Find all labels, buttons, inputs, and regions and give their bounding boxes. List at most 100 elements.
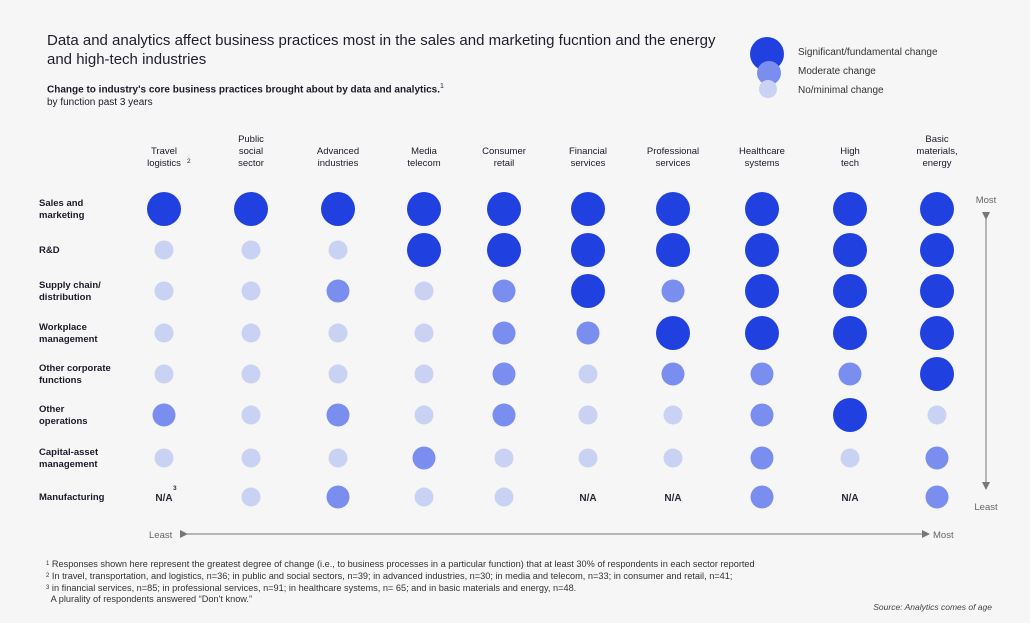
bubble [920,357,954,391]
bubble [414,405,434,425]
bubble [154,448,174,468]
bubble [920,316,954,350]
column-header-footnote-marker: 2 [187,158,191,165]
column-header: Basic materials, energy [916,134,957,169]
bubble [833,192,867,226]
bubble [745,274,779,308]
footnote-2-marker: 2 [46,572,50,579]
bubble [321,192,355,226]
row-label: Other corporate functions [39,363,111,386]
bubble [571,233,605,267]
bubble [494,487,514,507]
bubble [656,233,690,267]
legend-label-minimal: No/minimal change [798,85,884,96]
chart-title: Data and analytics affect business pract… [47,32,716,68]
bubble [241,281,261,301]
bubble [326,485,350,509]
bubble [661,362,685,386]
bubble [925,485,949,509]
column-header: Public social sector [238,134,264,169]
bubble [745,316,779,350]
bubble [833,274,867,308]
bubble [154,281,174,301]
chart-subtitle: Change to industry's core business pract… [47,80,444,109]
bubble [152,403,176,427]
legend-label-moderate: Moderate change [798,66,876,77]
bubble [326,403,350,427]
bubble [927,405,947,425]
bubble [492,321,516,345]
bubble [578,364,598,384]
bubble [571,192,605,226]
footnote-4-text: A plurality of respondents answered “Don… [48,594,253,605]
bubble [920,192,954,226]
bubble [487,233,521,267]
legend-dot-minimal [759,80,777,98]
column-header: High tech [840,146,860,169]
bubble [414,323,434,343]
column-header: Travel logistics [147,146,181,169]
y-axis-top-label: Most [976,195,997,206]
na-label: N/A [155,493,172,504]
bubble [414,364,434,384]
footnote-1-marker: 1 [46,561,50,567]
footnote-1: 1 Responses shown here represent the gre… [46,559,926,571]
x-axis-left-label: Least [149,530,173,541]
footnote-1-text: Responses shown here represent the great… [51,559,755,569]
bubble [663,405,683,425]
column-header: Consumer retail [482,146,526,169]
bubble [154,323,174,343]
row-label: Supply chain/distribution [39,280,101,303]
bubble [407,192,441,226]
bubble [234,192,268,226]
bubble [328,323,348,343]
row-label: R&D [39,245,60,256]
bubble [147,192,181,226]
bubble [154,240,174,260]
bubble [833,398,867,432]
subtitle-footnote-marker: 1 [440,83,444,90]
column-header: Healthcare systems [739,146,785,169]
na-footnote-marker: 3 [173,485,177,492]
bubble [571,274,605,308]
na-label: N/A [579,493,596,504]
bubble [414,487,434,507]
bubble [576,321,600,345]
na-label: N/A [841,493,858,504]
subtitle-line-2: by function past 3 years [47,97,153,109]
bubble [326,279,350,303]
row-label: Manufacturing [39,492,105,503]
y-axis-bottom-label: Least [974,502,998,513]
bubble [412,446,436,470]
bubble [414,281,434,301]
bubble [750,446,774,470]
column-header: Professional services [647,146,699,169]
bubble [241,405,261,425]
bubble [840,448,860,468]
bubble [154,364,174,384]
bubble [656,316,690,350]
bubble [661,279,685,303]
footnote-4: A plurality of respondents answered “Don… [46,594,926,606]
bubble [663,448,683,468]
bubble [328,448,348,468]
bubble [925,446,949,470]
footnote-2: 2 In travel, transportation, and logisti… [46,571,926,583]
bubble [656,192,690,226]
bubble [492,403,516,427]
bubble [578,405,598,425]
column-header: Financial services [569,146,607,169]
bubble [241,364,261,384]
bubble [920,274,954,308]
bubble [241,448,261,468]
footnote-2-text: In travel, transportation, and logistics… [51,570,733,581]
bubble [241,323,261,343]
bubble [838,362,862,386]
row-label: Other operations [39,404,88,427]
row-label: Capital-asset management [39,447,99,470]
footnote-3-text: in financial services, n=85; in professi… [51,582,577,593]
bubble [920,233,954,267]
bubble [578,448,598,468]
column-header: Advanced industries [317,146,359,169]
